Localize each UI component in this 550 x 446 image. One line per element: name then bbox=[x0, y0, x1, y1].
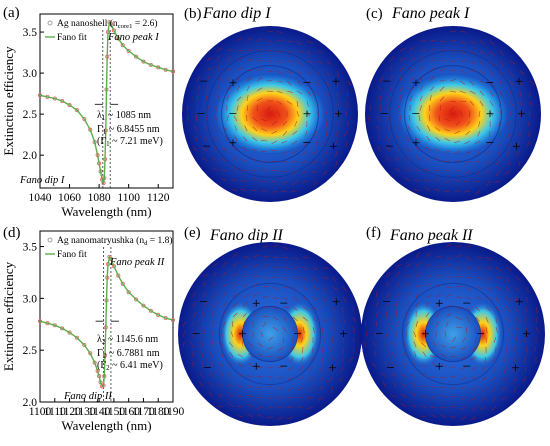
charge-minus: − bbox=[412, 106, 420, 122]
legend-marker bbox=[48, 21, 52, 25]
charge-minus: − bbox=[486, 76, 494, 92]
linewidth-nm: Γ2 ~ 6.7881 nm bbox=[97, 348, 160, 360]
charge-minus: − bbox=[280, 359, 288, 375]
charge-minus: − bbox=[200, 74, 208, 90]
panel-letter-b: (b) bbox=[184, 6, 202, 22]
y-axis-label: Extinction efficiency bbox=[1, 261, 16, 371]
charge-plus: + bbox=[252, 359, 260, 375]
y-tick-label: 3.5 bbox=[23, 27, 38, 39]
x-tick-label: 1040 bbox=[29, 192, 52, 204]
y-tick-label: 2.5 bbox=[23, 345, 38, 357]
charge-minus: − bbox=[280, 296, 288, 312]
linewidth-mev: (Γ1 ~ 7.21 meV) bbox=[97, 136, 163, 148]
legend-marker bbox=[48, 238, 52, 242]
y-axis-label: Extinction efficiency bbox=[1, 46, 16, 156]
charge-plus: + bbox=[421, 327, 429, 343]
y-tick-label: 3.5 bbox=[23, 242, 38, 254]
charge-minus: − bbox=[385, 139, 393, 155]
panel-letter-e: (e) bbox=[184, 225, 201, 241]
charge-minus: − bbox=[303, 135, 311, 151]
charge-minus: − bbox=[383, 294, 391, 310]
charge-minus: − bbox=[192, 327, 200, 343]
field-map-dip-1: (b) Fano dip I − + − + − + − + − + − + bbox=[182, 5, 358, 202]
charge-plus: + bbox=[229, 76, 237, 92]
linewidth-nm: Γ1 ~ 6.8455 nm bbox=[97, 124, 160, 136]
charge-minus: − bbox=[229, 106, 237, 122]
charge-plus: + bbox=[412, 76, 420, 92]
panel-letter-f: (f) bbox=[366, 225, 381, 241]
x-tick-label: 1100 bbox=[117, 192, 140, 204]
x-tick-label: 1060 bbox=[58, 192, 81, 204]
charge-minus: − bbox=[463, 359, 471, 375]
charge-minus: − bbox=[463, 296, 471, 312]
charge-plus: + bbox=[339, 327, 347, 343]
charge-plus: + bbox=[486, 106, 494, 122]
charge-plus: + bbox=[515, 294, 523, 310]
charge-minus: − bbox=[375, 327, 383, 343]
x-axis-label: Wavelength (nm) bbox=[61, 418, 151, 433]
charge-minus: − bbox=[476, 327, 484, 343]
fano-peak-label: Fano peak II bbox=[109, 257, 165, 268]
charge-plus: + bbox=[238, 327, 246, 343]
panel-title-e: Fano dip II bbox=[209, 227, 284, 244]
charge-plus: + bbox=[332, 74, 340, 90]
legend-entry-fit: Fano fit bbox=[57, 32, 87, 43]
panel-letter-c: (c) bbox=[366, 6, 383, 22]
charge-plus: + bbox=[517, 106, 525, 122]
charge-minus: − bbox=[197, 106, 205, 122]
fano-dip-label: Fano dip I bbox=[19, 175, 65, 186]
legend-entry-fit: Fano fit bbox=[57, 249, 87, 260]
y-tick-label: 2.0 bbox=[23, 397, 38, 409]
charge-minus: − bbox=[200, 294, 208, 310]
resonance-wavelength: λ1 ~ 1085 nm bbox=[97, 110, 151, 122]
charge-minus: − bbox=[383, 74, 391, 90]
legend-entry-data: Ag nanoshell (ncore1 = 2.6) bbox=[57, 18, 158, 30]
x-tick-label: 1120 bbox=[147, 192, 170, 204]
field-map-dip-2: (e) Fano dip II −++−−++−−++− bbox=[178, 225, 362, 426]
charge-minus: − bbox=[293, 327, 301, 343]
x-axis-label: Wavelength (nm) bbox=[61, 204, 151, 219]
charge-minus: − bbox=[202, 139, 210, 155]
charge-minus: − bbox=[486, 135, 494, 151]
charge-plus: + bbox=[522, 327, 530, 343]
charge-plus: + bbox=[303, 106, 311, 122]
x-tick-label: 1190 bbox=[162, 406, 185, 418]
chart-panel-a: (a) 1040 1060 1080 1100 1120 2.0 2.5 3.0 3.5 Wavel… bbox=[1, 5, 175, 219]
charge-minus: − bbox=[203, 361, 211, 377]
charge-plus: + bbox=[435, 296, 443, 312]
charge-minus: − bbox=[303, 76, 311, 92]
linewidth-mev: (Γ2 ~ 6.41 meV) bbox=[97, 360, 163, 372]
panel-letter: (a) bbox=[3, 5, 20, 21]
fano-dip-label: Fano dip II bbox=[63, 391, 112, 402]
resonance-wavelength: λ2 ~ 1145.6 nm bbox=[97, 334, 158, 346]
charge-minus: − bbox=[386, 361, 394, 377]
y-tick-label: 3.0 bbox=[23, 68, 38, 80]
y-tick-label: 2.0 bbox=[23, 150, 38, 162]
x-tick-label: 1080 bbox=[88, 192, 111, 204]
panel-letter: (d) bbox=[3, 225, 21, 241]
field-map-peak-2: (f) Fano peak II −++−−++−−++− bbox=[361, 225, 545, 426]
y-tick-label: 3.0 bbox=[23, 293, 38, 305]
charge-plus: + bbox=[511, 361, 519, 377]
charge-plus: + bbox=[229, 135, 237, 151]
panel-title-b: Fano dip I bbox=[202, 5, 271, 22]
charge-plus: + bbox=[332, 294, 340, 310]
charge-plus: + bbox=[515, 74, 523, 90]
chart-panel-d: (d)1100111011201130114011501160117011801… bbox=[1, 225, 185, 433]
panel-title-f: Fano peak II bbox=[389, 227, 473, 244]
legend-entry-data: Ag nanomatryushka (nd = 1.8) bbox=[57, 235, 173, 247]
charge-plus: + bbox=[334, 106, 342, 122]
charge-plus: + bbox=[329, 139, 337, 155]
charge-plus: + bbox=[512, 139, 520, 155]
panel-title-c: Fano peak I bbox=[391, 5, 470, 22]
charge-plus: + bbox=[328, 361, 336, 377]
fano-peak-label: Fano peak I bbox=[107, 32, 159, 43]
charge-minus: − bbox=[380, 106, 388, 122]
charge-plus: + bbox=[435, 359, 443, 375]
charge-plus: + bbox=[252, 296, 260, 312]
field-map-peak-1: (c) Fano peak I − + − + − + − + − + − + bbox=[365, 5, 541, 202]
charge-plus: + bbox=[412, 135, 420, 151]
y-tick-label: 2.5 bbox=[23, 109, 38, 121]
